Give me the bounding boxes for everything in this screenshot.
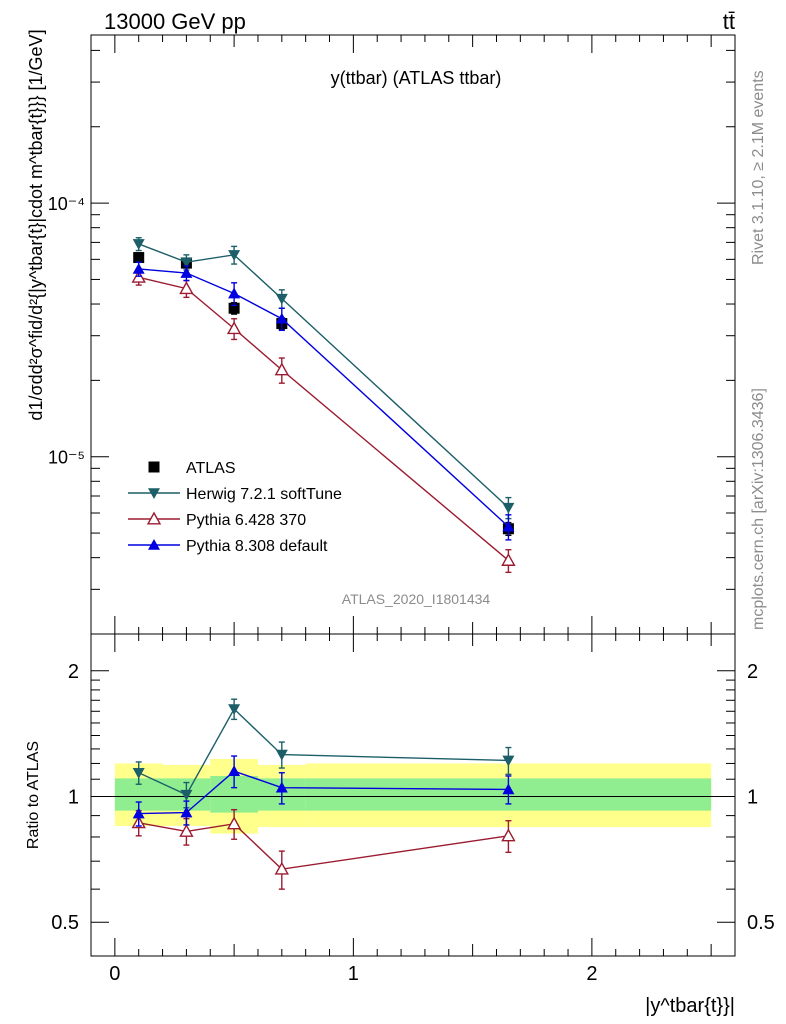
legend-label: ATLAS	[186, 460, 236, 477]
series-pythia-8-308-default	[132, 261, 515, 541]
data-point	[179, 823, 194, 837]
y-tick-label: 2	[68, 661, 79, 683]
header-energy-label: 13000 GeV pp	[104, 9, 246, 34]
data-point	[275, 781, 288, 793]
legend-label: Herwig 7.2.1 softTune	[186, 486, 342, 503]
data-point	[226, 816, 242, 830]
data-point	[228, 250, 241, 261]
x-tick-label: 0	[109, 963, 120, 985]
analysis-label: ATLAS_2020_I1801434	[342, 591, 491, 607]
y-tick-label-right: 0.5	[747, 912, 775, 934]
ratio-plot-frame	[90, 633, 736, 957]
legend-item-pythia-6-428-370: Pythia 6.428 370	[128, 511, 306, 529]
main-plot-content	[131, 237, 516, 574]
y-tick-label-right: 2	[747, 661, 758, 683]
data-point	[180, 257, 193, 269]
y-tick-label: 10⁻⁵	[48, 448, 85, 468]
ratio-plot-panel: 0.5 0.5 1 1 2 2 0 1 2 Ratio to ATLAS |y^tbar{t}…	[25, 633, 775, 1017]
data-point	[228, 765, 241, 776]
data-point	[502, 783, 515, 795]
main-y-axis-label: d1/σdd²σ^fid/d²{|y^tbar{t}|cdot m^tbar{t…	[26, 29, 46, 420]
data-point	[180, 267, 193, 278]
legend-item-herwig-7-2-1-softtune: Herwig 7.2.1 softTune	[128, 486, 342, 503]
legend-marker	[148, 539, 160, 550]
mcplots-label: mcplots.cern.ch [arXiv:1306.3436]	[750, 388, 767, 630]
main-plot-panel: 10⁻⁵ 10⁻⁴ y(ttbar) (ATLAS ttbar) ATLAS_20…	[26, 29, 736, 635]
series-pythia-6-428-370	[131, 808, 516, 890]
main-plot-title: y(ttbar) (ATLAS ttbar)	[331, 68, 502, 88]
data-point	[275, 749, 288, 761]
y-tick-label: 0.5	[51, 912, 79, 934]
ratio-y-axis: 0.5 0.5 1 1 2 2	[51, 661, 775, 934]
data-point	[132, 239, 145, 250]
y-tick-label: 1	[68, 787, 79, 809]
data-point	[228, 704, 241, 716]
legend-marker	[148, 488, 160, 499]
data-point	[180, 789, 193, 801]
legend-item-pythia-8-308-default: Pythia 8.308 default	[128, 538, 328, 555]
data-point	[180, 806, 193, 818]
main-plot-area	[91, 35, 735, 634]
data-point	[274, 362, 290, 376]
rivet-version-label: Rivet 3.1.10, ≥ 2.1M events	[750, 70, 767, 265]
data-point	[501, 828, 516, 842]
legend-marker	[146, 511, 162, 525]
data-point	[502, 520, 515, 532]
data-point	[274, 861, 290, 875]
x-axis: 0 1 2	[90, 634, 736, 985]
data-point	[502, 755, 515, 767]
legend-marker	[148, 461, 160, 473]
ratio-plot-content	[91, 698, 735, 890]
data-point	[132, 767, 145, 779]
data-point	[132, 262, 145, 274]
data-point	[502, 502, 515, 514]
ratio-y-axis-label: Ratio to ATLAS	[25, 741, 42, 849]
x-tick-label: 1	[348, 963, 359, 985]
data-point	[179, 281, 194, 295]
legend-item-atlas: ATLAS	[148, 460, 236, 477]
data-point	[275, 312, 288, 324]
main-y-axis: 10⁻⁵ 10⁻⁴	[48, 35, 736, 635]
legend: ATLAS Herwig 7.2.1 softTune Pythia 6.428 3…	[128, 460, 342, 555]
x-axis-label: |y^tbar{t}}|	[645, 995, 735, 1017]
data-point	[226, 321, 242, 335]
data-point	[228, 302, 240, 314]
y-tick-label: 10⁻⁴	[48, 194, 85, 214]
data-point	[133, 252, 145, 264]
header-process-label: tt̄	[723, 9, 735, 34]
legend-label: Pythia 8.308 default	[186, 538, 328, 555]
x-tick-label: 2	[586, 963, 597, 985]
data-point	[132, 807, 145, 819]
series-pythia-8-308-default	[132, 755, 515, 827]
data-point	[228, 287, 241, 299]
data-point	[275, 293, 288, 305]
series-herwig-7-2-1-softtune	[132, 237, 515, 520]
legend-label: Pythia 6.428 370	[186, 512, 306, 529]
data-point	[501, 552, 516, 566]
y-tick-label-right: 1	[747, 787, 758, 809]
